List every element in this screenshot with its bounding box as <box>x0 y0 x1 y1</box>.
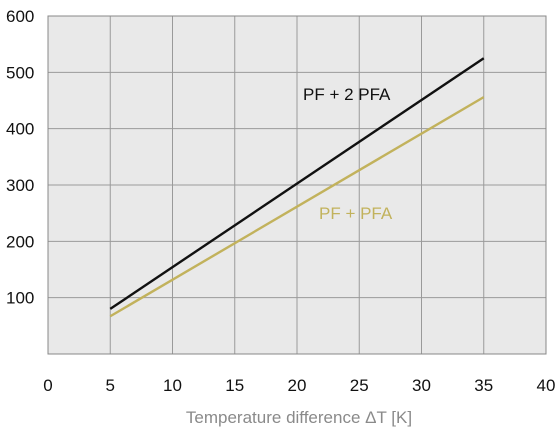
y-tick-label: 400 <box>6 120 34 139</box>
plot-frame <box>47 15 547 355</box>
x-tick-label: 15 <box>225 376 244 395</box>
series-line <box>109 57 485 310</box>
y-tick-label: 200 <box>6 232 34 251</box>
y-tick-label: 600 <box>6 7 34 26</box>
y-tick-label: 100 <box>6 289 34 308</box>
x-axis-ticks: 0 5 10 15 20 25 30 35 40 <box>43 376 555 395</box>
x-axis-label: Temperature difference ΔT [K] <box>186 408 412 427</box>
x-tick-label: 35 <box>474 376 493 395</box>
series-label: PF + PFA <box>319 204 393 223</box>
y-axis-ticks: 100 200 300 400 500 600 <box>6 7 34 308</box>
x-tick-label: 5 <box>106 376 115 395</box>
series-line <box>109 96 485 318</box>
y-tick-label: 500 <box>6 63 34 82</box>
series-label: PF + 2 PFA <box>303 85 391 104</box>
x-tick-label: 40 <box>537 376 556 395</box>
y-tick-label: 300 <box>6 176 34 195</box>
x-tick-label: 0 <box>43 376 52 395</box>
x-tick-label: 25 <box>350 376 369 395</box>
x-tick-label: 10 <box>163 376 182 395</box>
series-group: PF + 2 PFA PF + PFA <box>109 57 485 318</box>
x-tick-label: 30 <box>412 376 431 395</box>
x-tick-label: 20 <box>288 376 307 395</box>
